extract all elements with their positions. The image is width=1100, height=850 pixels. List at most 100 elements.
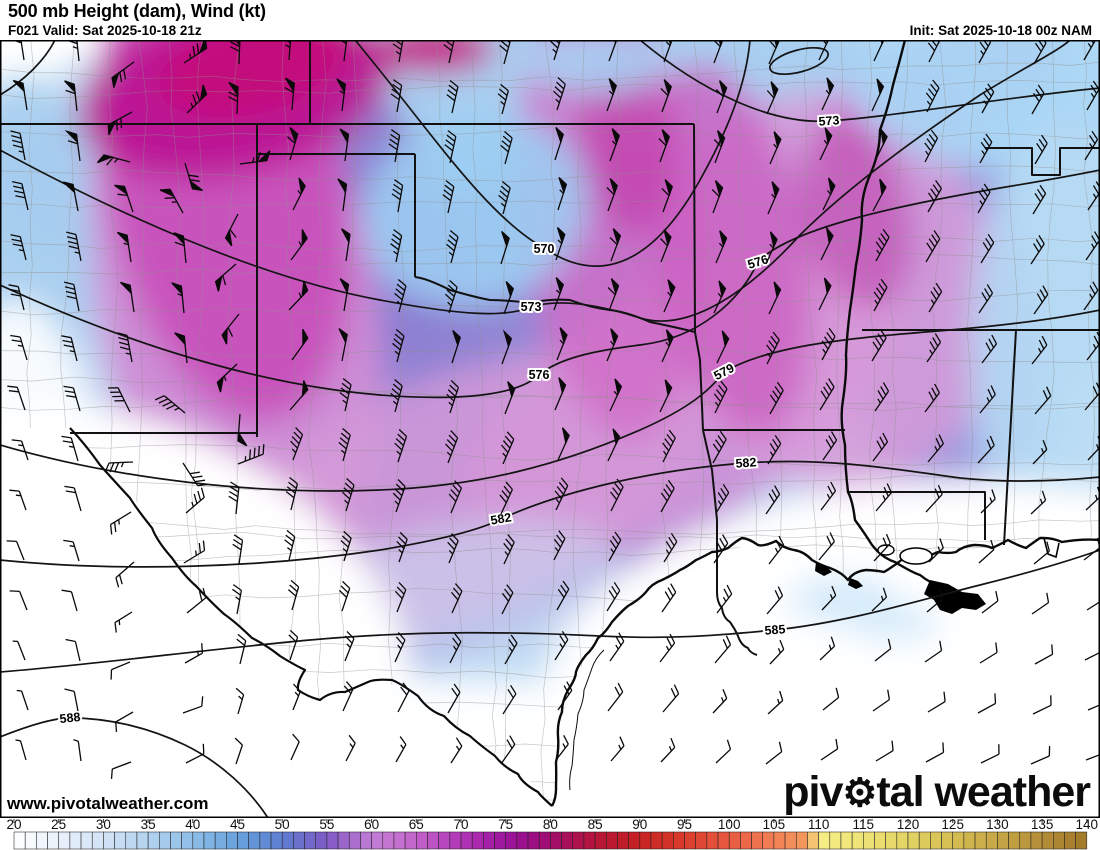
colorbar-tick-label: 25 — [51, 817, 66, 832]
colorbar-tick-label: 115 — [853, 817, 875, 832]
mississippi-river — [840, 40, 959, 598]
wind-barb — [448, 480, 462, 514]
wind-barb — [713, 534, 729, 564]
wind-barb — [924, 383, 940, 413]
wind-barb — [553, 277, 564, 311]
wind-barb — [390, 79, 403, 113]
wind-barb — [927, 180, 942, 213]
wind-barb — [504, 381, 516, 415]
colorbar-cell — [237, 831, 249, 850]
page-title: 500 mb Height (dam), Wind (kt) — [8, 1, 266, 21]
colorbar-cell — [1030, 831, 1043, 850]
colorbar-cell — [661, 831, 674, 850]
colorbar-cell — [159, 831, 171, 850]
wind-barb — [874, 128, 888, 162]
wind-barb — [114, 611, 133, 633]
wind-barb — [872, 689, 891, 712]
wind-barb — [556, 327, 568, 361]
wind-barb — [291, 328, 309, 361]
wind-barb — [340, 530, 352, 562]
wind-barb — [874, 638, 892, 662]
colorbar-cell — [907, 831, 920, 850]
wind-barb — [8, 284, 25, 311]
colorbar-cell — [695, 831, 708, 850]
colorbar-tick-label: 105 — [763, 817, 786, 832]
colorbar-tick-label: 35 — [141, 817, 156, 832]
wind-barb — [62, 181, 79, 212]
wind-barb — [716, 330, 730, 364]
colorbar-cell — [974, 831, 987, 850]
wind-barb — [447, 683, 461, 714]
wind-barb — [284, 77, 295, 111]
gulf-coastline — [550, 536, 1099, 807]
wind-barb — [237, 413, 248, 447]
colorbar-tick-label: 50 — [275, 817, 290, 832]
wind-barb — [606, 78, 617, 112]
louisiana-lakes-delta — [815, 537, 1060, 614]
wind-barb — [820, 738, 839, 761]
wind-barb — [977, 183, 991, 214]
colorbar-cell — [337, 831, 350, 850]
colorbar-cell — [516, 831, 529, 850]
wind-barb — [661, 583, 677, 613]
colorbar-cell — [952, 831, 965, 850]
wind-barb — [11, 439, 29, 461]
wind-barb — [766, 586, 784, 615]
wind-barb — [451, 583, 463, 614]
wind-barb — [873, 278, 888, 312]
wind-barb — [214, 263, 237, 292]
colorbar-cell — [449, 831, 462, 850]
wind-barb — [290, 229, 308, 261]
wind-barb — [394, 279, 407, 313]
wind-barb — [765, 741, 783, 765]
wind-barb — [284, 529, 296, 561]
wind-barb — [659, 379, 673, 413]
wind-barb — [768, 281, 782, 315]
wind-barb — [341, 228, 351, 262]
wind-barb — [65, 638, 81, 662]
colorbar-cell — [807, 831, 819, 850]
wind-barb — [15, 739, 27, 761]
wind-barb — [980, 744, 1000, 764]
wind-barb — [397, 682, 410, 713]
wind-barb — [609, 632, 625, 662]
colorbar-cell — [348, 831, 361, 850]
colorbar-tick-label: 135 — [1031, 817, 1054, 832]
wind-barb — [288, 280, 309, 311]
colorbar-cell — [192, 831, 205, 850]
wind-barb — [557, 177, 568, 211]
colorbar-cell — [538, 831, 551, 850]
wind-barb — [1032, 695, 1052, 715]
wind-barb — [606, 178, 618, 212]
wind-barb — [292, 683, 301, 711]
wind-barb — [873, 533, 891, 562]
colorbar-cell — [818, 831, 831, 850]
wind-barb — [872, 178, 887, 212]
wind-barb — [981, 590, 999, 614]
wind-barb — [342, 681, 354, 712]
wind-barb — [610, 736, 625, 762]
wind-barb — [394, 429, 408, 463]
wind-barb — [609, 478, 624, 512]
watermark-url: www.pivotalweather.com — [7, 794, 209, 813]
wind-barb — [116, 231, 132, 263]
wind-barb — [111, 61, 135, 88]
wind-barb — [660, 229, 672, 263]
wind-barb — [768, 40, 781, 65]
colorbar-tick-label: 60 — [364, 817, 379, 832]
wind-barb — [977, 435, 995, 464]
wind-barb — [9, 590, 28, 611]
wind-barb — [500, 735, 516, 765]
colorbar-cell — [885, 831, 898, 850]
coastline-and-rivers — [69, 40, 1099, 807]
gear-icon: ⚙ — [842, 772, 877, 815]
wind-barb — [288, 629, 299, 661]
colorbar-cell — [840, 831, 853, 850]
wind-barb — [1033, 40, 1047, 65]
wind-barb — [661, 179, 673, 213]
wind-barb — [292, 177, 306, 211]
colorbar-tick-label: 70 — [453, 817, 468, 832]
wind-barb — [110, 661, 131, 680]
wind-barb — [12, 79, 28, 111]
